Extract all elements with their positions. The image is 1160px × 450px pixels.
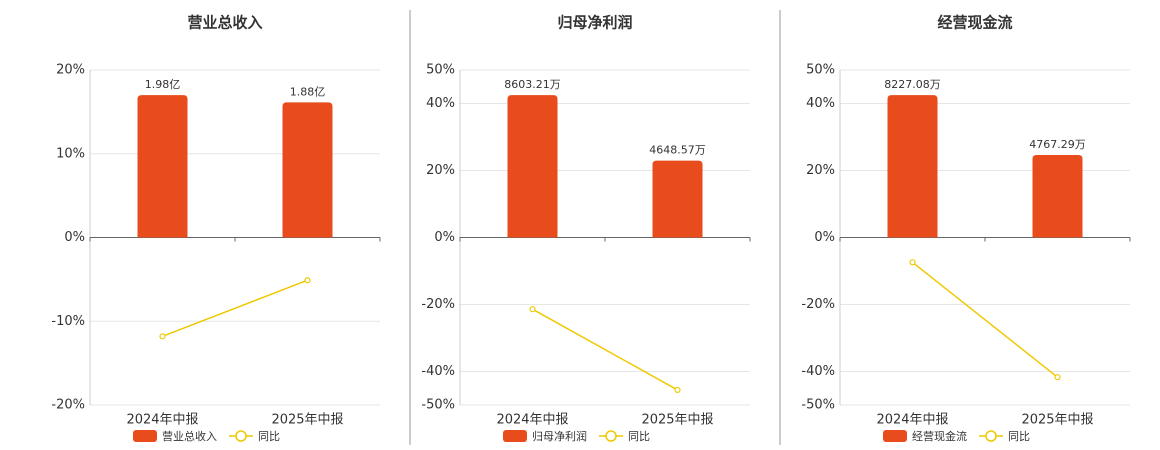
value-label: 4648.57万 [649, 144, 706, 157]
bar [1032, 154, 1083, 238]
bar [282, 102, 333, 238]
point [304, 277, 311, 284]
y-tick-label: 0% [64, 230, 85, 245]
legend-label: 营业总收入 [162, 429, 217, 443]
y-tick-label: 10% [56, 146, 85, 161]
legend-swatch [605, 430, 617, 442]
value-label: 8227.08万 [884, 78, 941, 91]
y-tick-label: 40% [806, 96, 835, 111]
x-tick-label: 2025年中报 [271, 413, 343, 428]
legend-swatch [883, 430, 907, 442]
bar [137, 95, 188, 238]
x-tick-label: 2025年中报 [1021, 413, 1093, 428]
bar [507, 95, 558, 238]
chart-title: 经营现金流 [937, 14, 1012, 32]
y-tick-label: 0% [434, 230, 455, 245]
bar [887, 95, 938, 238]
legend-swatch [235, 430, 247, 442]
y-tick-label: 50% [426, 63, 455, 78]
legend-swatch [133, 430, 157, 442]
line [162, 279, 308, 338]
y-tick-label: 20% [806, 163, 835, 178]
point [529, 306, 536, 313]
legend-label: 同比 [1008, 430, 1030, 443]
x-tick-label: 2024年中报 [496, 413, 568, 428]
legend-label: 同比 [258, 430, 280, 443]
value-label: 1.88亿 [290, 85, 326, 98]
y-tick-label: 40% [426, 96, 455, 111]
value-label: 1.98亿 [145, 78, 181, 91]
legend-label: 经营现金流 [912, 429, 967, 443]
y-tick-label: -20% [421, 297, 455, 312]
legend-label: 同比 [628, 430, 650, 443]
y-tick-label: -50% [801, 398, 835, 413]
y-tick-label: -20% [51, 398, 85, 413]
point [674, 386, 681, 394]
y-tick-label: -20% [801, 297, 835, 312]
legend-label: 归母净利润 [532, 429, 587, 443]
x-tick-label: 2025年中报 [641, 413, 713, 428]
value-label: 4767.29万 [1029, 138, 1086, 151]
line [532, 308, 678, 391]
y-tick-label: 20% [56, 63, 85, 78]
line [912, 261, 1058, 378]
y-tick-label: -50% [421, 398, 455, 413]
chart-title: 归母净利润 [557, 14, 632, 32]
y-tick-label: 0% [814, 230, 835, 245]
y-tick-label: -10% [51, 314, 85, 329]
y-tick-label: -40% [801, 364, 835, 379]
legend-swatch [985, 430, 997, 442]
x-tick-label: 2024年中报 [876, 413, 948, 428]
point [909, 259, 916, 266]
chart-title: 营业总收入 [187, 14, 262, 32]
legend-swatch [503, 430, 527, 442]
y-tick-label: 20% [426, 163, 455, 178]
y-tick-label: -40% [421, 364, 455, 379]
point [1054, 374, 1061, 381]
x-tick-label: 2024年中报 [126, 413, 198, 428]
y-tick-label: 50% [806, 63, 835, 78]
bar [652, 160, 703, 238]
point [159, 333, 166, 340]
value-label: 8603.21万 [504, 78, 561, 91]
